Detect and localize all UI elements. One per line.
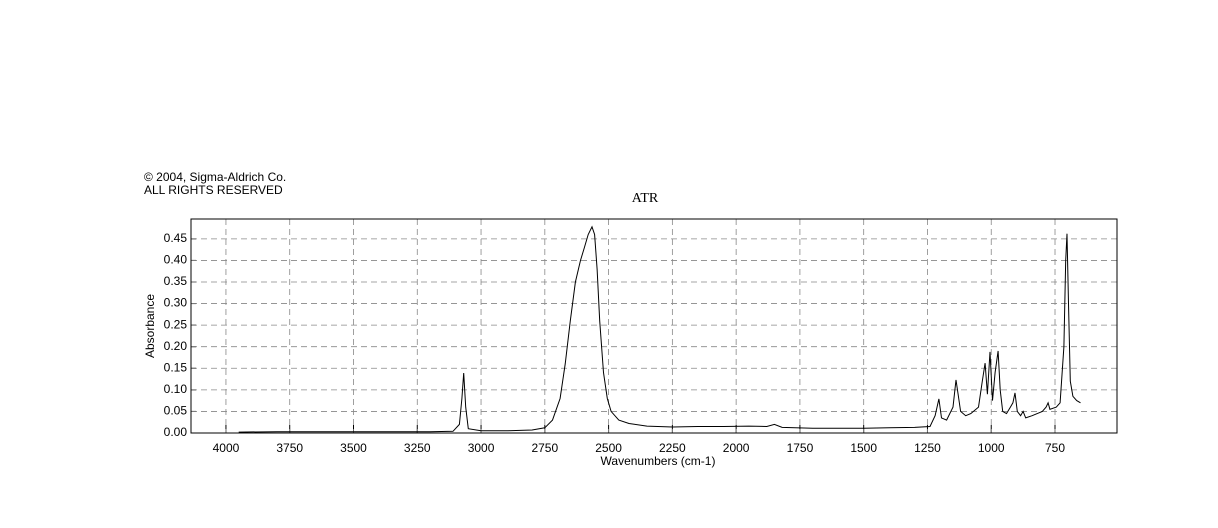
plot-frame	[190, 218, 1118, 434]
x-axis-label: Wavenumbers (cm-1)	[601, 454, 716, 468]
x-tick-label: 1500	[850, 441, 877, 455]
rights: ALL RIGHTS RESERVED	[144, 183, 283, 197]
y-tick-label: 0.40	[164, 253, 188, 267]
x-tick-label: 2000	[723, 441, 750, 455]
x-tick-label: 3250	[404, 441, 431, 455]
x-tick-label: 3750	[276, 441, 303, 455]
y-tick-label: 0.25	[164, 317, 188, 331]
y-tick-label: 0.15	[164, 360, 188, 374]
y-tick-label: 0.45	[164, 231, 188, 245]
x-tick-label: 3500	[340, 441, 367, 455]
y-tick-label: 0.20	[164, 339, 188, 353]
y-tick-label: 0.10	[164, 382, 188, 396]
x-tick-label: 1250	[914, 441, 941, 455]
x-tick-label: 750	[1045, 441, 1065, 455]
x-tick-label: 2250	[659, 441, 686, 455]
x-tick-label: 1750	[787, 441, 814, 455]
y-axis-label: Absorbance	[143, 294, 157, 358]
y-tick-label: 0.35	[164, 274, 188, 288]
chart-title: ATR	[632, 191, 659, 206]
x-tick-label: 2500	[595, 441, 622, 455]
y-tick-label: 0.00	[164, 425, 188, 439]
x-tick-label: 4000	[213, 441, 240, 455]
spectrum-line	[238, 225, 1081, 433]
y-tick-label: 0.30	[164, 296, 188, 310]
y-tick-label: 0.05	[164, 404, 188, 418]
copyright: © 2004, Sigma-Aldrich Co.	[144, 170, 286, 184]
x-tick-label: 3000	[468, 441, 495, 455]
x-tick-label: 2750	[531, 441, 558, 455]
x-tick-label: 1000	[978, 441, 1005, 455]
